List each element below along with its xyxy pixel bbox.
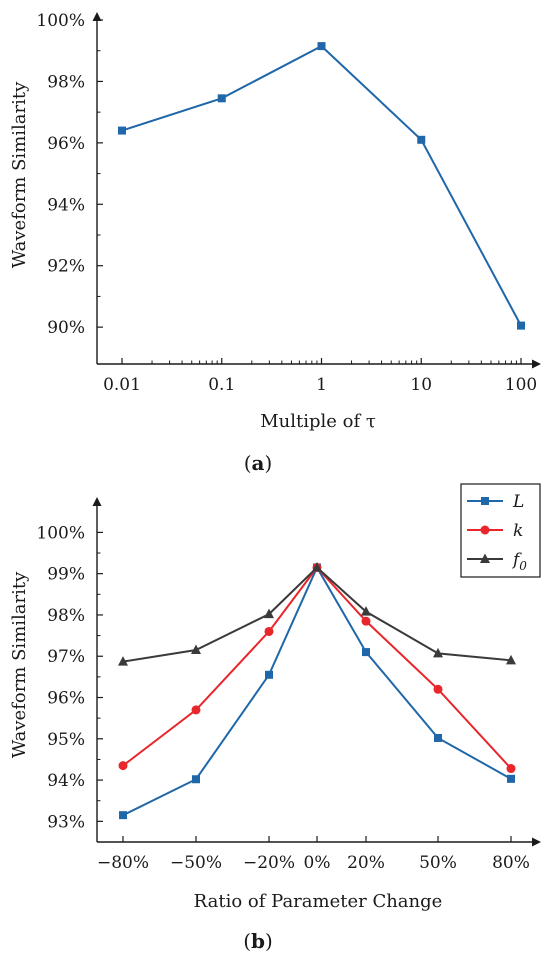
y-tick-label: 96%	[47, 689, 85, 709]
y-tick-label: 92%	[47, 257, 85, 277]
x-tick-label: 10	[410, 375, 432, 395]
x-axis-arrow	[532, 359, 541, 369]
data-point	[312, 561, 322, 572]
chart-a: 90% 92% 94% 96% 98% 100% 0.01 0.1 1 10 100 Wavefo…	[9, 11, 541, 475]
y-axis-arrow	[92, 497, 102, 506]
axes	[92, 12, 541, 369]
caption-a-letter: a	[252, 451, 265, 475]
legend-label: L	[512, 492, 524, 512]
data-point	[507, 774, 515, 783]
data-point	[317, 42, 326, 51]
data-point	[362, 648, 370, 657]
data-point	[361, 616, 371, 626]
legend-label: k	[513, 521, 523, 541]
y-axis-title: Waveform Similarity	[9, 571, 30, 758]
x-tick-label: 50%	[419, 853, 457, 873]
y-tick-label: 95%	[47, 730, 85, 750]
legend-marker	[480, 553, 490, 563]
series-line	[121, 44, 522, 327]
series-group	[118, 42, 525, 330]
data-point	[434, 733, 442, 742]
x-tick-label: −50%	[170, 853, 222, 873]
data-point	[264, 608, 274, 619]
legend-label-subscript: 0	[519, 559, 527, 573]
x-axis-arrow	[532, 837, 541, 847]
y-tick-label: 90%	[47, 318, 85, 338]
axes	[92, 497, 541, 847]
y-tick-label: 97%	[47, 647, 85, 667]
x-axis-title: Multiple of τ	[260, 411, 376, 432]
caption-b: (b)	[243, 929, 273, 953]
x-tick-label: 80%	[492, 853, 530, 873]
x-tick-label: 1	[316, 375, 327, 395]
y-tick-label: 94%	[47, 195, 85, 215]
caption-b-letter: b	[251, 929, 265, 953]
data-point	[433, 647, 443, 658]
legend-label-base: f	[511, 550, 522, 570]
data-point	[118, 656, 128, 666]
x-tick-label: 0.1	[208, 375, 235, 395]
y-axis-ticks: 90% 92% 94% 96% 98% 100%	[36, 11, 103, 338]
y-tick-label: 98%	[47, 72, 85, 92]
data-point	[265, 670, 273, 679]
data-point	[517, 321, 525, 330]
x-tick-label: 20%	[347, 853, 385, 873]
y-axis-title: Waveform Similarity	[9, 81, 30, 268]
x-axis-ticks: 0.01 0.1 1 10 100	[103, 358, 537, 395]
data-point	[433, 684, 443, 694]
data-point	[217, 94, 226, 103]
data-point	[192, 775, 200, 784]
series-line	[122, 565, 512, 770]
data-point	[506, 654, 516, 665]
data-point	[506, 764, 516, 774]
x-axis-title: Ratio of Parameter Change	[194, 891, 443, 912]
series-group	[118, 561, 516, 820]
x-tick-label: 0%	[304, 853, 331, 873]
y-axis-arrow	[92, 12, 102, 21]
caption-a: (a)	[244, 451, 273, 475]
x-tick-label: 100	[505, 375, 537, 395]
x-tick-label: 0.01	[103, 375, 141, 395]
legend-label: f0	[511, 550, 527, 573]
legend-marker	[480, 525, 490, 535]
legend-marker	[481, 497, 489, 505]
chart-b: 93% 94% 95% 96% 97% 98% 99% 100% −80% −50% −20% 0%…	[9, 483, 541, 953]
y-tick-label: 100%	[36, 11, 85, 31]
data-point	[361, 606, 371, 616]
y-tick-label: 93%	[47, 812, 85, 832]
x-tick-label: −20%	[243, 853, 295, 873]
y-tick-label: 94%	[47, 771, 85, 791]
series-line	[122, 565, 512, 817]
data-point	[417, 135, 426, 144]
x-axis-ticks: −80% −50% −20% 0% 20% 50% 80%	[97, 836, 530, 873]
y-tick-label: 100%	[36, 523, 85, 543]
y-axis-ticks: 93% 94% 95% 96% 97% 98% 99% 100%	[36, 523, 103, 832]
data-point	[118, 761, 128, 771]
x-tick-label: −80%	[97, 853, 149, 873]
y-tick-label: 98%	[47, 606, 85, 626]
data-point	[118, 126, 126, 135]
data-point	[191, 644, 201, 655]
data-point	[119, 811, 127, 820]
y-tick-label: 99%	[47, 565, 85, 585]
data-point	[191, 705, 201, 715]
data-point	[264, 626, 274, 636]
series-line	[122, 566, 512, 663]
y-tick-label: 96%	[47, 134, 85, 154]
